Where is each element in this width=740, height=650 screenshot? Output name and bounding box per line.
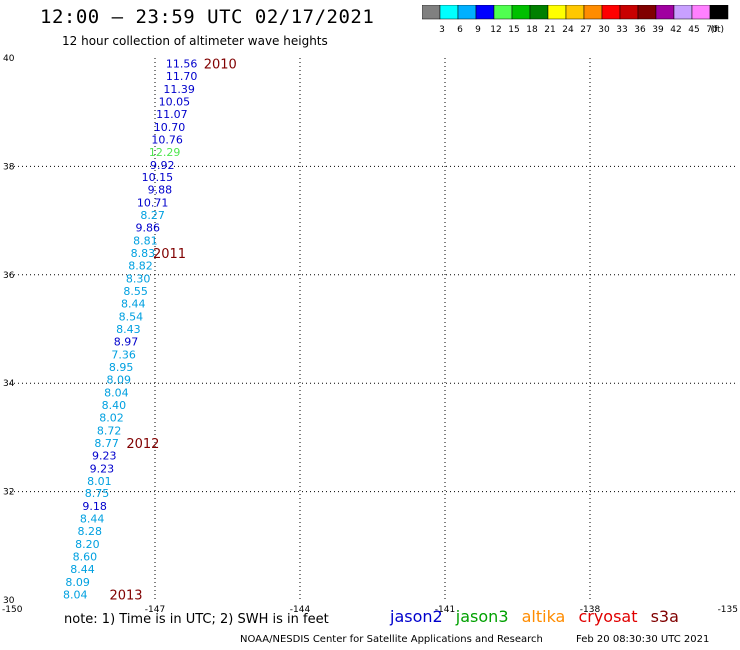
color-scale-label: 30 [598,25,610,35]
wave-height-point: 8.40 [102,399,127,412]
color-scale-label: 3 [439,25,445,35]
generation-timestamp: Feb 20 08:30:30 UTC 2021 [576,634,710,645]
legend-item-cryosat: cryosat [578,607,638,626]
y-tick-label: 40 [3,54,15,64]
color-scale-label: 24 [562,25,574,35]
wave-height-point: 7.36 [111,348,136,361]
wave-height-point: 8.01 [87,475,112,488]
credit-line: NOAA/NESDIS Center for Satellite Applica… [240,634,709,645]
time-annotation: 2010 [204,57,237,72]
wave-height-point: 10.76 [151,133,183,146]
wave-height-point: 8.28 [78,525,103,538]
satellite-legend: jason2 jason3 altika cryosat s3a [390,607,687,626]
wave-height-point: 8.09 [107,373,132,386]
x-tick-label: -138 [580,605,601,615]
wave-height-point: 8.02 [99,411,124,424]
wave-height-point: 11.56 [166,57,198,70]
color-scale-bar: 3 6 9 12 15 18 21 24 27 30 33 36 39 42 45 70(ft) [422,5,729,35]
wave-height-point: 10.05 [159,95,191,108]
legend-item-s3a: s3a [650,607,679,626]
wave-height-point: 8.09 [65,576,90,589]
y-tick-label: 36 [3,271,15,281]
color-scale-label: 21 [544,25,555,35]
wave-height-point: 12.29 [149,146,181,159]
color-scale-label: 70 [706,25,718,35]
wave-height-point: 9.86 [136,222,161,235]
x-tick-label: -150 [2,605,23,615]
color-scale-label: 9 [475,25,481,35]
chart-title: 12:00 – 23:59 UTC 02/17/2021 [40,6,375,28]
y-tick-label: 38 [3,162,15,172]
wave-height-point: 8.60 [73,551,98,564]
color-scale-label: 12 [490,25,501,35]
legend-item-altika: altika [521,607,566,626]
color-scale-unit: (ft) [710,25,724,35]
chart-subtitle: 12 hour collection of altimeter wave hei… [62,34,328,48]
wave-height-point: 8.43 [116,323,141,336]
color-swatch [709,5,729,20]
wave-height-point: 8.55 [123,285,148,298]
time-annotation: 2013 [109,589,142,604]
color-scale-label: 36 [634,25,646,35]
wave-height-point: 8.30 [126,273,151,286]
wave-height-point: 11.70 [166,70,198,83]
color-scale-label: 15 [508,25,519,35]
y-tick-label: 32 [3,488,14,498]
wave-height-point: 8.04 [104,386,129,399]
wave-height-point: 9.23 [92,449,117,462]
y-tick-label: 30 [3,596,15,606]
color-scale-label: 45 [688,25,699,35]
wave-height-point: 10.15 [142,171,174,184]
footer-note: note: 1) Time is in UTC; 2) SWH is in fe… [64,612,329,627]
x-tick-label: -147 [145,605,165,615]
x-tick-label: -141 [435,605,455,615]
color-scale-label: 6 [457,25,463,35]
wave-height-point: 8.72 [97,424,122,437]
wave-height-point: 8.83 [131,247,156,260]
wave-height-point: 8.81 [133,235,158,248]
wave-height-point: 10.70 [154,121,186,134]
x-tick-label: -144 [290,605,311,615]
wave-height-point: 8.04 [63,589,88,602]
time-annotation: 2011 [153,247,186,262]
wave-height-point: 11.07 [156,108,188,121]
wave-height-point: 10.71 [137,197,169,210]
wave-height-point: 8.44 [80,513,105,526]
wave-height-point: 8.54 [119,311,144,324]
wave-height-point: 8.20 [75,538,100,551]
legend-item-jason3: jason3 [455,607,509,626]
wave-height-point: 8.95 [109,361,134,374]
wave-height-point: 8.44 [70,563,95,576]
legend-item-jason2: jason2 [390,607,443,626]
color-scale-label: 33 [616,25,627,35]
wave-height-point: 9.92 [150,159,175,172]
wave-height-point: 8.44 [121,298,146,311]
color-scale-label: 39 [652,25,664,35]
wave-height-point: 8.97 [114,335,139,348]
credit-text: NOAA/NESDIS Center for Satellite Applica… [240,634,543,645]
time-annotation: 2012 [126,437,159,452]
color-scale-label: 18 [526,25,538,35]
wave-height-point: 8.77 [94,437,119,450]
wave-height-point: 8.75 [85,487,110,500]
x-tick-label: -135 [718,605,738,615]
wave-height-point: 8.82 [128,260,153,273]
wave-height-point: 9.23 [90,462,115,475]
wave-height-point: 11.39 [163,83,195,96]
y-tick-label: 34 [3,379,15,389]
color-scale-label: 42 [670,25,681,35]
wave-height-point: 8.27 [140,209,165,222]
color-scale-label: 27 [580,25,591,35]
wave-height-point: 9.88 [148,184,173,197]
wave-height-point: 9.18 [82,500,107,513]
